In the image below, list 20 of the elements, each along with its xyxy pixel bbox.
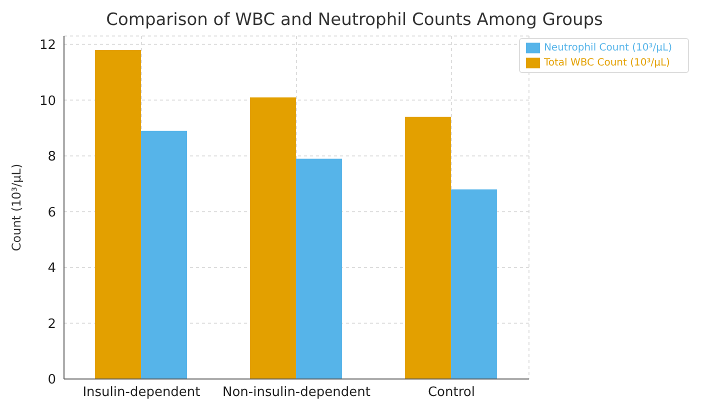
- y-tick-label: 8: [48, 150, 56, 165]
- bar: [296, 158, 342, 379]
- y-tick-label: 12: [39, 38, 56, 53]
- y-tick-label: 10: [39, 94, 56, 109]
- bar: [404, 116, 451, 379]
- x-tick-label: Non-insulin-dependent: [222, 385, 370, 400]
- x-tick-label: Insulin-dependent: [82, 385, 200, 400]
- x-tick-label: Control: [428, 385, 475, 400]
- chart-title: Comparison of WBC and Neutrophil Counts Among Groups: [105, 9, 604, 32]
- y-tick-label: 2: [48, 316, 56, 332]
- bar: [250, 97, 296, 379]
- bar: [140, 130, 187, 379]
- bar: [94, 50, 141, 379]
- legend-label: Total WBC Count (10³/μL): [544, 57, 670, 68]
- y-tick-label: 4: [48, 261, 56, 276]
- y-tick-label: 0: [48, 372, 56, 388]
- y-tick-label: 6: [48, 205, 56, 220]
- legend-label: Neutrophil Count (10³/μL): [544, 42, 672, 54]
- bar: [450, 189, 497, 379]
- y-axis-title: Count (10³/μL): [9, 164, 24, 252]
